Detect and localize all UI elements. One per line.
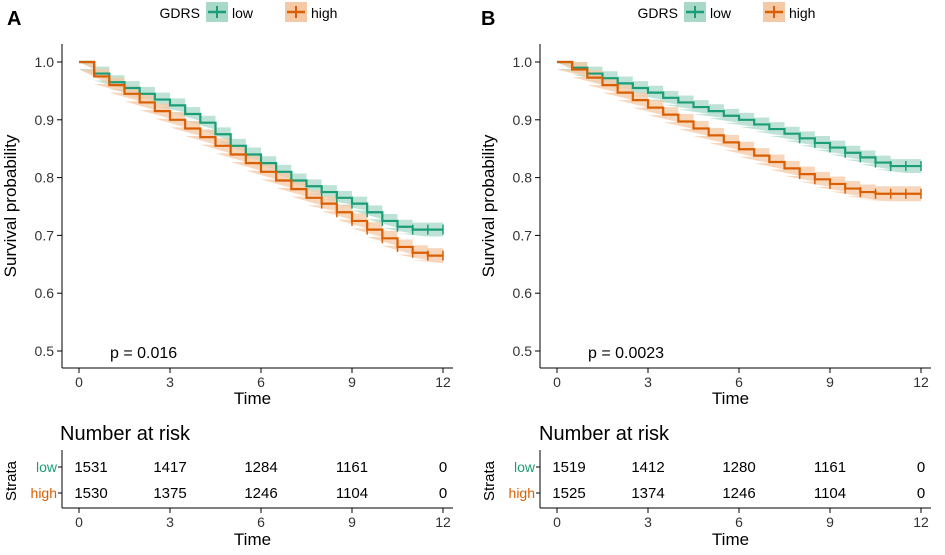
panel-label: B — [481, 8, 495, 30]
risk-count: 1104 — [336, 485, 368, 502]
y-tick-label: 0.5 — [35, 343, 55, 359]
x-tick-label: 6 — [735, 374, 743, 390]
risk-table-title: Number at risk — [539, 423, 670, 445]
risk-row-label-high: high — [509, 485, 535, 501]
p-value: p = 0.0023 — [588, 345, 664, 362]
risk-count: 1161 — [336, 459, 368, 476]
risk-x-tick-label: 3 — [644, 514, 652, 530]
legend: GDRS low high — [160, 2, 337, 22]
x-tick-label: 3 — [166, 374, 174, 390]
y-tick-label: 1.0 — [513, 54, 533, 70]
risk-x-tick-label: 9 — [826, 514, 834, 530]
y-tick-label: 0.5 — [513, 343, 533, 359]
survival-curve-low — [79, 60, 443, 231]
strata-label: Strata — [481, 460, 498, 501]
risk-x-tick-label: 12 — [435, 514, 451, 530]
risk-count: 0 — [439, 485, 447, 502]
x-tick-label: 3 — [644, 374, 652, 390]
risk-count: 1412 — [631, 459, 664, 476]
y-tick-label: 0.8 — [513, 170, 533, 186]
survival-curve-low — [557, 60, 921, 168]
risk-row-label-low: low — [36, 459, 58, 475]
risk-count: 1284 — [244, 459, 277, 476]
risk-count: 1375 — [153, 485, 186, 502]
y-tick-label: 0.6 — [35, 285, 55, 301]
legend-title: GDRS — [160, 5, 200, 21]
risk-x-axis-title: Time — [712, 530, 749, 549]
risk-x-tick-label: 0 — [553, 514, 561, 530]
y-tick-label: 0.7 — [35, 227, 55, 243]
risk-count: 1374 — [631, 485, 664, 502]
risk-table: Number at risk Strata low 1531 1417 1284 1161 0… — [3, 423, 453, 549]
risk-count: 1519 — [552, 459, 585, 476]
legend-label-low: low — [710, 5, 732, 21]
x-tick-label: 9 — [826, 374, 834, 390]
x-tick-label: 0 — [553, 374, 561, 390]
panel-label: A — [7, 8, 21, 30]
risk-x-tick-label: 9 — [348, 514, 356, 530]
risk-count: 0 — [439, 459, 447, 476]
risk-x-tick-label: 3 — [166, 514, 174, 530]
risk-row-label-low: low — [514, 459, 536, 475]
legend-title: GDRS — [638, 5, 678, 21]
x-tick-label: 12 — [435, 374, 451, 390]
risk-x-axis-title: Time — [234, 530, 271, 549]
x-tick-label: 12 — [913, 374, 929, 390]
y-axis-title: Survival probability — [1, 134, 20, 277]
x-tick-label: 9 — [348, 374, 356, 390]
legend-label-high: high — [311, 5, 337, 21]
risk-count: 0 — [917, 485, 925, 502]
x-axis-title: Time — [712, 389, 749, 408]
panel-a: A GDRS low high 0.5 0.6 0.7 0.8 0.9 1.0 0 3 6 9 12 Time… — [1, 2, 453, 549]
risk-count: 1280 — [722, 459, 755, 476]
risk-count: 1246 — [244, 485, 277, 502]
risk-count: 1246 — [722, 485, 755, 502]
x-axis-title: Time — [234, 389, 271, 408]
y-tick-label: 0.8 — [35, 170, 55, 186]
risk-row-label-high: high — [31, 485, 57, 501]
risk-table: Number at risk Strata low 1519 1412 1280 1161 0… — [481, 423, 931, 549]
risk-count: 1161 — [814, 459, 846, 476]
y-tick-label: 0.9 — [35, 112, 55, 128]
p-value: p = 0.016 — [110, 345, 177, 362]
legend-label-low: low — [232, 5, 254, 21]
risk-count: 1417 — [153, 459, 186, 476]
strata-label: Strata — [3, 460, 20, 501]
ci-band-high — [557, 62, 921, 202]
x-tick-label: 6 — [257, 374, 265, 390]
survival-curve-high — [79, 60, 443, 257]
y-tick-label: 0.7 — [513, 227, 533, 243]
legend-label-high: high — [789, 5, 815, 21]
y-axis-title: Survival probability — [479, 134, 498, 277]
y-tick-label: 0.6 — [513, 285, 533, 301]
risk-x-tick-label: 0 — [75, 514, 83, 530]
panel-b: B GDRS low high 0.5 0.6 0.7 0.8 0.9 1.0 0 3 6 9 12 Time… — [479, 2, 931, 549]
risk-count: 0 — [917, 459, 925, 476]
risk-x-tick-label: 12 — [913, 514, 929, 530]
risk-table-title: Number at risk — [60, 423, 191, 445]
y-tick-label: 0.9 — [513, 112, 533, 128]
risk-x-tick-label: 6 — [257, 514, 265, 530]
risk-count: 1525 — [552, 485, 585, 502]
x-tick-label: 0 — [75, 374, 83, 390]
risk-x-tick-label: 6 — [735, 514, 743, 530]
risk-count: 1104 — [814, 485, 846, 502]
legend: GDRS low high — [638, 2, 815, 22]
risk-count: 1530 — [74, 485, 107, 502]
risk-count: 1531 — [74, 459, 107, 476]
y-tick-label: 1.0 — [35, 54, 55, 70]
